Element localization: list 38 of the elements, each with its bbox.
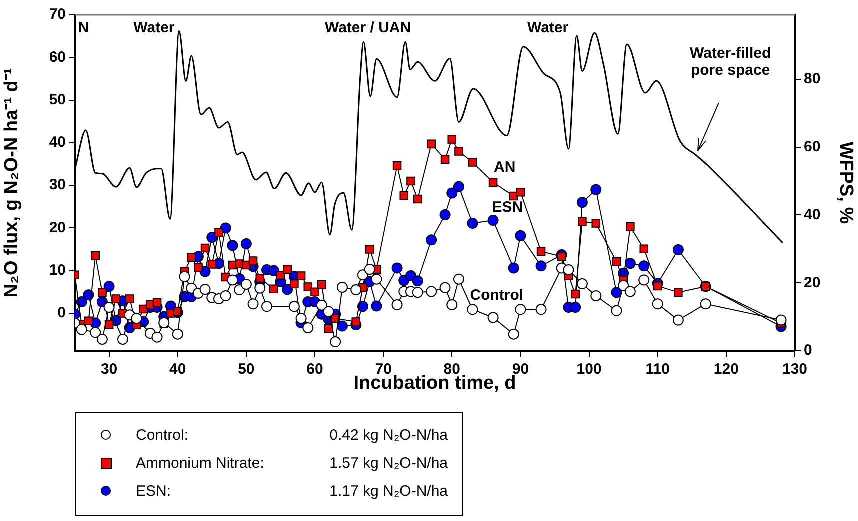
y-axis-title: N₂O flux, g N₂O-N ha⁻¹ d⁻¹ xyxy=(2,68,23,298)
x-tick-label: 120 xyxy=(714,361,739,378)
x-tick-label: 100 xyxy=(576,361,602,378)
y-tick-label: 70 xyxy=(49,6,66,24)
y-tick-label: 30 xyxy=(49,176,66,194)
annotation: N xyxy=(78,20,90,37)
annotation: ESN xyxy=(492,199,524,216)
y-tick-label: 0 xyxy=(58,304,66,322)
y-tick-label: 40 xyxy=(49,134,66,152)
y2-axis-title: WFPS, % xyxy=(835,142,856,224)
annotation: Water xyxy=(527,20,569,37)
y2-tick-label: 80 xyxy=(804,70,821,88)
x-tick-label: 30 xyxy=(100,361,118,378)
x-tick-label: 110 xyxy=(646,361,670,378)
x-tick-label: 130 xyxy=(782,361,808,378)
legend-label: ESN: xyxy=(136,482,172,500)
text: 1.17 kg N₂O-N/ha xyxy=(330,482,448,500)
y2-tick-label: 0 xyxy=(804,342,812,360)
annotation: AN xyxy=(494,159,516,176)
text: 1.57 kg N₂O-N/ha xyxy=(330,454,448,472)
annotation: Control xyxy=(470,287,524,304)
x-tick-label: 70 xyxy=(375,361,392,378)
x-tick-label: 50 xyxy=(238,361,255,378)
text: 0.42 kg N₂O-N/ha xyxy=(330,426,448,444)
x-tick-label: 60 xyxy=(306,361,324,378)
annotation: Water xyxy=(134,20,175,37)
y2-tick-label: 60 xyxy=(804,138,821,156)
x-tick-label: 40 xyxy=(170,361,186,378)
y2-tick-label: 20 xyxy=(804,274,821,292)
text: Water-filled pore space xyxy=(690,44,772,79)
legend-label: Ammonium Nitrate: xyxy=(136,454,264,472)
legend-label: Control: xyxy=(136,426,189,444)
y-tick-label: 10 xyxy=(49,262,66,279)
annotation: Water / UAN xyxy=(324,20,412,37)
y-tick-label: 20 xyxy=(49,219,66,236)
y2-tick-label: 40 xyxy=(804,206,821,224)
y-tick-label: 60 xyxy=(49,48,66,66)
y-tick-label: 50 xyxy=(49,91,66,108)
